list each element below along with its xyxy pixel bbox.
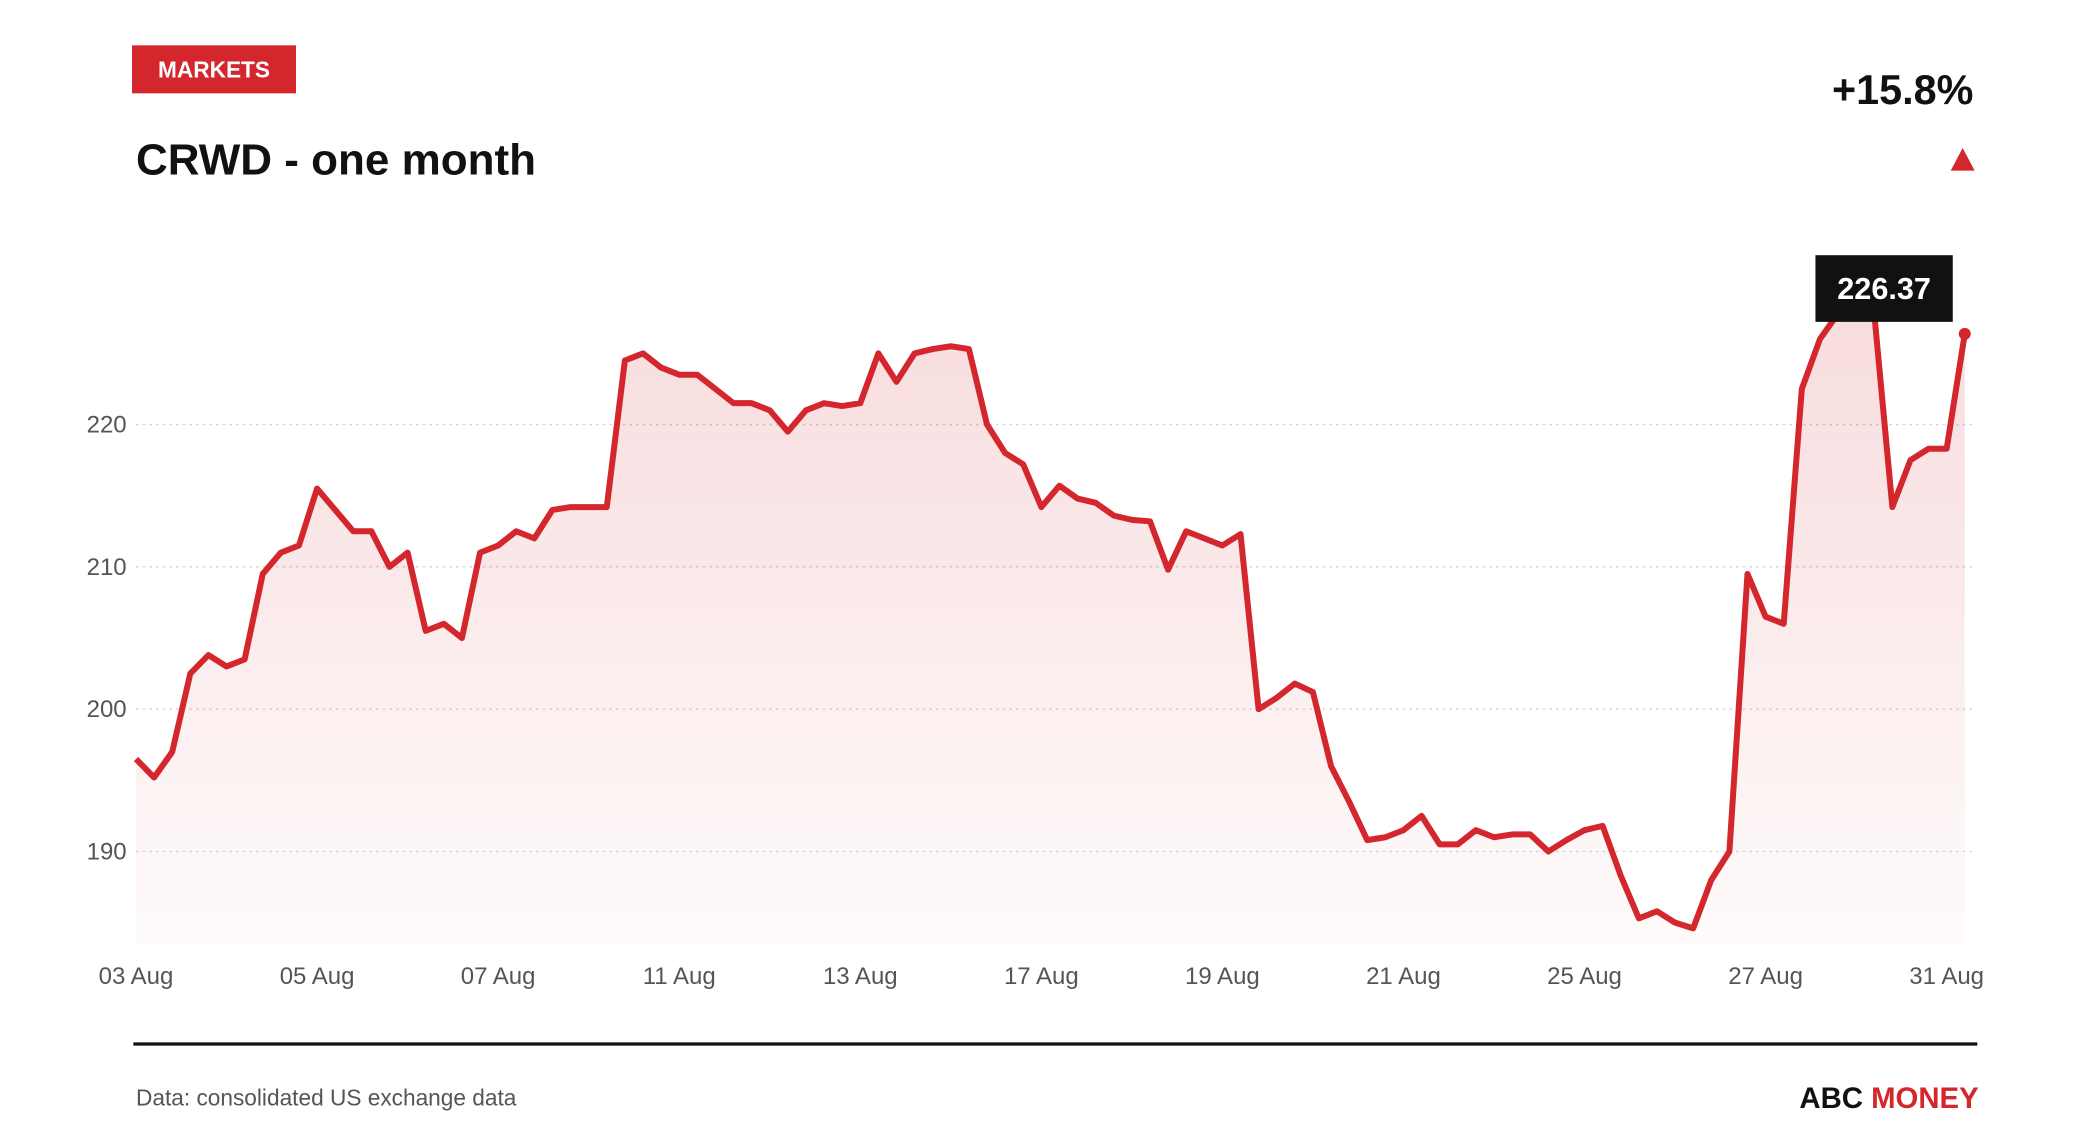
x-tick-label: 21 Aug (1366, 963, 1441, 990)
brand-first: ABC (1799, 1082, 1863, 1115)
chart-title: CRWD - one month (136, 136, 536, 185)
value-label: 226.37 (1837, 272, 1931, 306)
brand-second: MONEY (1871, 1082, 1979, 1115)
x-tick-label: 07 Aug (461, 963, 536, 990)
x-tick-label: 13 Aug (823, 963, 898, 990)
x-tick-label: 25 Aug (1547, 963, 1622, 990)
y-tick-label: 190 (87, 838, 127, 865)
last-point (1958, 327, 1971, 340)
badge: MARKETS (158, 56, 270, 82)
x-tick-label: 05 Aug (280, 963, 355, 990)
x-tick-label: 19 Aug (1185, 963, 1260, 990)
x-tick-label: 17 Aug (1004, 963, 1079, 990)
y-tick-label: 220 (87, 412, 127, 439)
brand: ABC MONEY (1799, 1082, 1979, 1115)
x-tick-label: 11 Aug (643, 963, 716, 990)
change: +15.8% (1832, 67, 1973, 113)
value-label-box (1815, 255, 1953, 322)
line (133, 310, 1968, 932)
area (136, 313, 1965, 944)
source: Data: consolidated US exchange data (136, 1084, 517, 1110)
x-tick-label: 31 Aug (1909, 963, 1984, 990)
x-tick-label: 03 Aug (99, 963, 174, 990)
y-tick-label: 210 (87, 554, 127, 581)
plot: 190 200 210 220 03 Aug 05 Aug 07 Aug 11 Aug 13 A… (87, 255, 1984, 990)
y-tick-label: 200 (87, 696, 127, 723)
x-tick-label: 27 Aug (1728, 963, 1803, 990)
badge-box (132, 45, 296, 94)
up-arrow (1950, 148, 1975, 171)
